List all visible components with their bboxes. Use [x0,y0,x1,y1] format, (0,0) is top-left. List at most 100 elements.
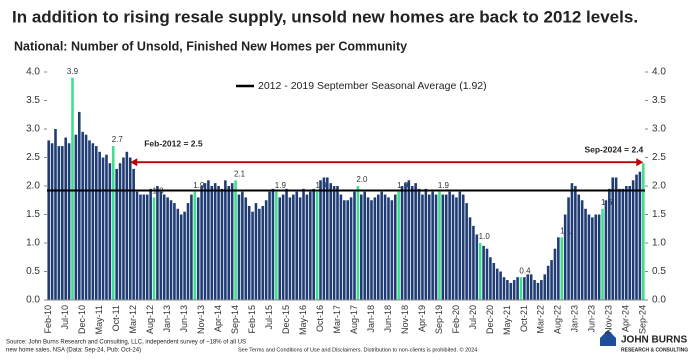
bar [580,200,584,300]
x-tick-label: Apr-14 [213,305,223,332]
x-tick-label: Mar-17 [332,305,342,334]
bar [339,194,343,300]
bar [210,186,214,300]
bar [618,188,621,300]
bar [234,180,237,300]
y-tick-label: 0.0 [26,295,40,306]
x-tick-label: Jul-15 [264,305,274,330]
bar [285,188,288,300]
bar [591,217,594,300]
y-tick-label: 1.5 [26,209,40,220]
bar [326,177,329,300]
bar [254,203,258,300]
bar [241,191,244,300]
y-tick-label: 2.0 [26,181,40,192]
bar [611,177,615,300]
bar [118,163,122,300]
bar [427,194,431,300]
x-tick-label: Feb-15 [247,305,257,334]
x-tick-label: Sep-24 [638,305,648,334]
bar [400,186,404,300]
bar [64,137,67,300]
bar [193,191,197,300]
bar [101,157,105,300]
bar [499,271,502,300]
bar [387,197,390,300]
x-tick-label: Jan-18 [366,305,376,333]
x-tick-label: Mar-22 [536,305,546,334]
bar [570,183,574,300]
y2-tick-label: 1.5 [652,209,666,220]
bar [410,186,414,300]
bar [292,194,295,300]
bar [631,180,635,300]
bar [502,277,506,300]
bar [376,194,380,300]
bar [159,191,163,300]
x-tick-label: Sep-14 [230,305,240,334]
bar [519,277,523,300]
bar [448,191,451,300]
bar [288,197,292,300]
bar [441,194,445,300]
bar [506,280,509,300]
value-label: 1.9 [193,181,205,190]
bar [319,180,322,300]
y-tick-label: 0.5 [26,266,40,277]
bar [353,191,356,300]
bar [404,183,407,300]
bar [383,194,387,300]
x-tick-label: Oct-16 [315,305,325,332]
value-label: 3.9 [67,67,79,76]
bar [332,186,336,300]
bar [152,197,156,300]
bar [417,188,421,300]
bar [115,168,118,300]
x-tick-label: Jun-18 [383,305,393,333]
bar [91,143,95,300]
bar [621,188,625,300]
bar [166,197,169,300]
bar [227,186,231,300]
y2-tick-label: 1.0 [652,238,666,249]
bar [67,143,71,300]
bar [458,191,462,300]
bar [84,134,88,300]
bar [98,151,101,300]
bar [132,168,135,300]
bar [512,280,516,300]
bar [54,129,57,300]
bar [468,217,472,300]
x-tick-label: Jun-13 [179,305,189,333]
bar [305,194,309,300]
bar [50,143,54,300]
bar [200,186,203,300]
y-tick-label: 4.0 [26,67,40,78]
bar [60,146,64,300]
bar [628,186,632,300]
bar [251,211,254,300]
value-label: 2.0 [356,175,368,184]
bar [261,205,265,300]
bar [472,225,475,300]
x-tick-label: Sep-19 [434,305,444,334]
bar [247,205,251,300]
x-tick-label: Aug-22 [553,305,563,334]
bar [281,194,285,300]
bar [162,194,166,300]
bar [156,186,159,300]
bar [312,188,316,300]
chart-subtitle: National: Number of Unsold, Finished New… [14,39,407,53]
bar [145,194,149,300]
y-tick-label: 1.0 [26,238,40,249]
bar [543,274,547,300]
bar [485,248,489,300]
value-label: 2.1 [234,169,246,178]
bar [397,191,400,300]
bar [264,200,268,300]
bar [275,191,278,300]
bar [455,197,458,300]
value-label: 1.9 [438,181,450,190]
bar [135,191,139,300]
y-tick-label: 3.5 [26,95,40,106]
